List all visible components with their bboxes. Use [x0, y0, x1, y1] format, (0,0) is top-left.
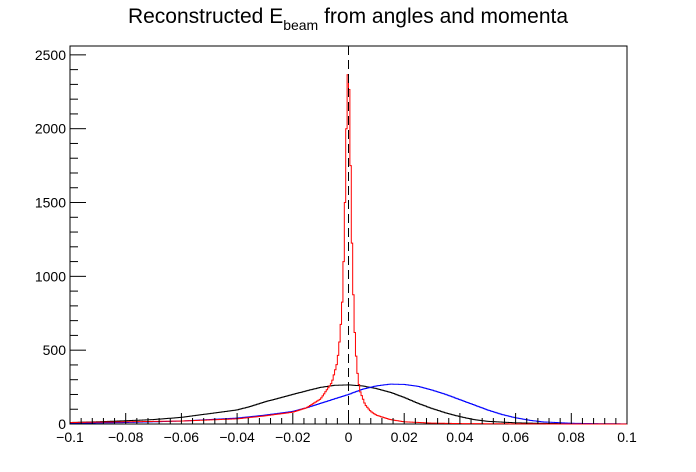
histogram-series-1: [70, 384, 627, 425]
x-tick-label: 0: [345, 429, 353, 445]
y-tick-label: 500: [43, 342, 67, 358]
axis-layer: −0.1 −0.08 −0.06 −0.04 −0.02 0 0.02 0.04 0.06 0.0…: [35, 47, 637, 445]
x-tick-label: 0.04: [446, 429, 473, 445]
title-suffix: from angles and momenta: [318, 5, 568, 28]
x-tick-label: 0.06: [502, 429, 529, 445]
chart-title: Reconstructed Ebeam from angles and mome…: [128, 5, 568, 33]
y-tick-label: 0: [58, 416, 66, 432]
x-tick-label: 0.08: [558, 429, 585, 445]
x-tick-label: −0.02: [275, 429, 311, 445]
x-tick-label: −0.08: [108, 429, 144, 445]
x-tick-label: 0.1: [617, 429, 637, 445]
plot-layer: [70, 46, 627, 425]
title-subscript: beam: [283, 17, 318, 33]
histogram-series-3: [70, 74, 627, 425]
x-tick-label: 0.02: [391, 429, 418, 445]
y-tick-label: 1000: [35, 268, 66, 284]
title-prefix: Reconstructed E: [128, 5, 283, 28]
x-tick-label: −0.04: [219, 429, 255, 445]
x-tick-label: −0.1: [56, 429, 84, 445]
y-tick-label: 1500: [35, 195, 66, 211]
x-tick-label: −0.06: [164, 429, 200, 445]
y-tick-label: 2000: [35, 121, 66, 137]
y-tick-label: 2500: [35, 47, 66, 63]
